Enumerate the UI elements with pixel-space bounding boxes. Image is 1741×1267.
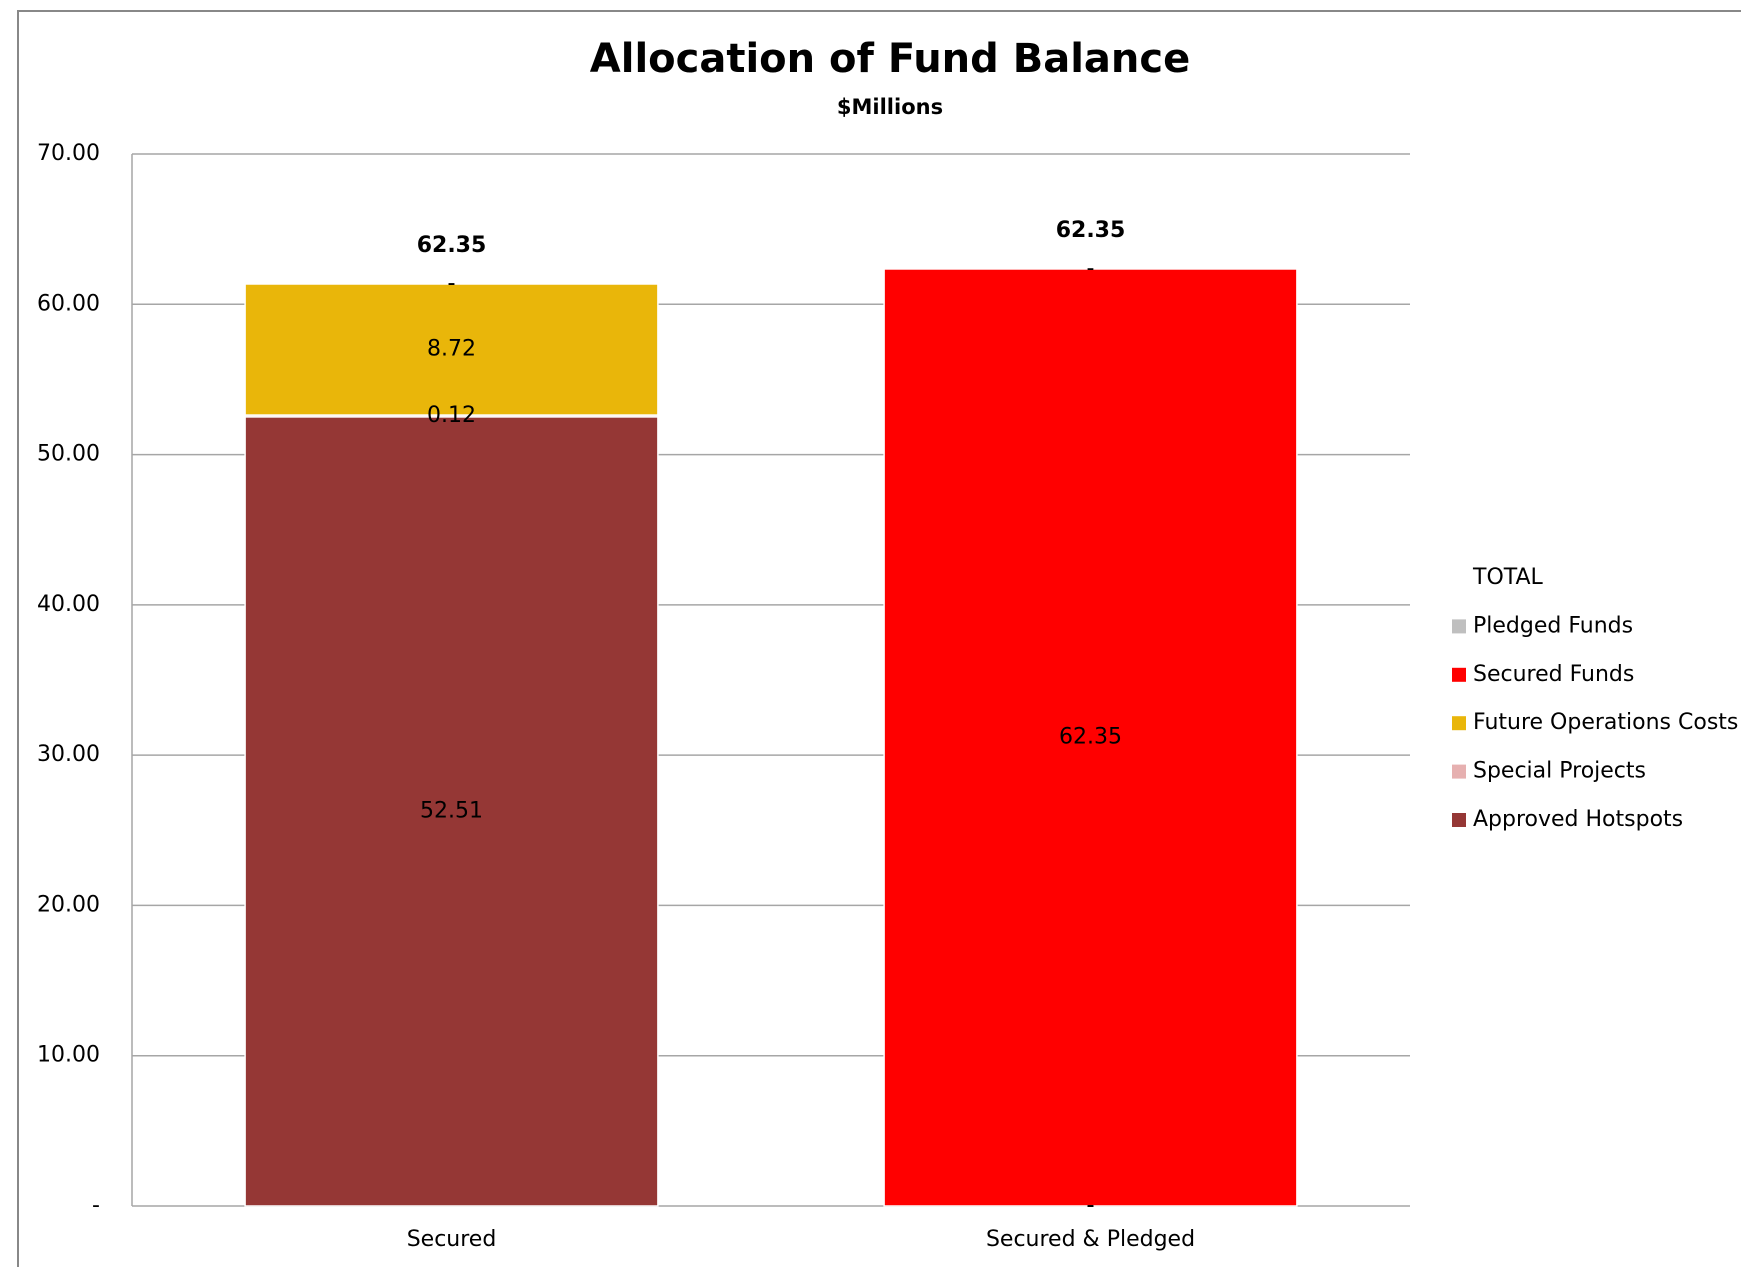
- data-label: 0.12: [427, 403, 476, 428]
- bar-segment: [244, 283, 659, 416]
- y-tick-label: 60.00: [37, 291, 100, 316]
- chart-subtitle: $Millions: [837, 95, 943, 119]
- y-tick-label: 20.00: [37, 892, 100, 917]
- legend-label: TOTAL: [1472, 565, 1544, 590]
- total-label: 62.35: [417, 233, 487, 258]
- y-tick-label: 30.00: [37, 742, 100, 767]
- legend-label: Approved Hotspots: [1473, 807, 1683, 832]
- data-label: -: [1087, 1193, 1095, 1218]
- x-tick-label: Secured: [407, 1227, 497, 1252]
- x-tick-label: Secured & Pledged: [986, 1227, 1195, 1252]
- total-label: 62.35: [1056, 218, 1126, 243]
- legend-label: Future Operations Costs: [1473, 710, 1738, 735]
- data-label: -: [448, 271, 456, 296]
- data-label: -: [1087, 256, 1095, 281]
- y-tick-label: -: [92, 1193, 100, 1218]
- bar-segment: [883, 268, 1298, 1207]
- legend-label: Secured Funds: [1473, 662, 1634, 687]
- data-label: -: [448, 271, 456, 296]
- legend-marker: [1452, 764, 1466, 779]
- legend-label: Pledged Funds: [1473, 613, 1633, 638]
- chart-title: Allocation of Fund Balance: [590, 36, 1190, 82]
- bar-segment: [244, 416, 659, 1207]
- data-label: -: [1087, 1193, 1095, 1218]
- legend-marker: [1452, 716, 1466, 731]
- legend-marker: [1452, 619, 1466, 634]
- y-tick-label: 70.00: [37, 141, 100, 166]
- y-tick-label: 50.00: [37, 442, 100, 467]
- legend-label: Special Projects: [1473, 759, 1646, 784]
- y-tick-label: 10.00: [37, 1043, 100, 1068]
- data-label: 8.72: [427, 337, 476, 362]
- legend-marker: [1452, 813, 1466, 827]
- legend-marker: [1452, 667, 1466, 682]
- data-label: -: [1087, 1193, 1095, 1218]
- data-label: 52.51: [420, 798, 483, 823]
- y-tick-label: 40.00: [37, 592, 100, 617]
- data-label: 62.35: [1059, 724, 1122, 749]
